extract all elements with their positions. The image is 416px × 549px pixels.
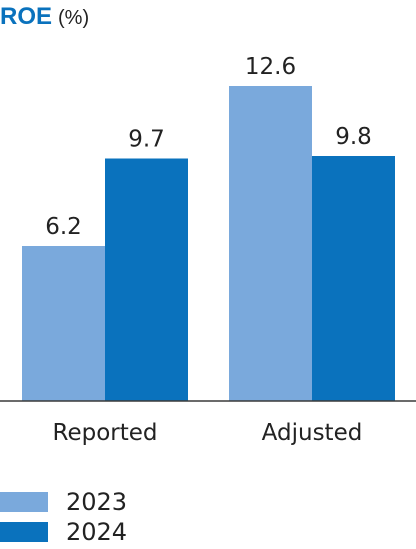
category-label-reported: Reported <box>53 420 158 446</box>
bar-adjusted-2023 <box>229 86 312 401</box>
legend-swatch-2024 <box>0 522 48 542</box>
category-label-adjusted: Adjusted <box>262 420 363 446</box>
data-label-adjusted-2024: 9.8 <box>335 124 372 150</box>
legend-label-2024: 2024 <box>66 518 128 546</box>
legend-swatch-2023 <box>0 492 48 512</box>
bar-chart: 6.2 9.7 Reported 12.6 9.8 Adjusted <box>0 54 416 446</box>
legend-label-2023: 2023 <box>66 488 128 516</box>
data-label-adjusted-2023: 12.6 <box>245 54 296 80</box>
bar-adjusted-2024 <box>312 156 395 401</box>
bar-reported-2023 <box>22 246 105 401</box>
chart-title-text: ROE <box>0 3 53 30</box>
chart-unit: (%) <box>58 7 90 29</box>
data-label-reported-2023: 6.2 <box>45 214 82 240</box>
data-label-reported-2024: 9.7 <box>128 127 165 153</box>
chart-title: ROE (%) <box>0 2 89 33</box>
bar-reported-2024 <box>105 158 188 401</box>
